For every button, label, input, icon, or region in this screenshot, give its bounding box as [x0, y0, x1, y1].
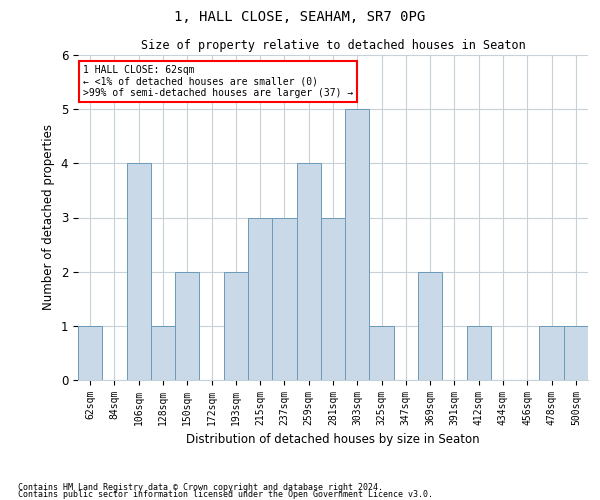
Bar	[224, 272, 248, 380]
Text: 1, HALL CLOSE, SEAHAM, SR7 0PG: 1, HALL CLOSE, SEAHAM, SR7 0PG	[175, 10, 425, 24]
Bar	[127, 164, 151, 380]
X-axis label: Distribution of detached houses by size in Seaton: Distribution of detached houses by size …	[186, 434, 480, 446]
Bar	[321, 218, 345, 380]
Title: Size of property relative to detached houses in Seaton: Size of property relative to detached ho…	[140, 40, 526, 52]
Bar	[175, 272, 199, 380]
Bar	[248, 218, 272, 380]
Bar	[151, 326, 175, 380]
Bar	[418, 272, 442, 380]
Text: Contains HM Land Registry data © Crown copyright and database right 2024.: Contains HM Land Registry data © Crown c…	[18, 484, 383, 492]
Bar	[78, 326, 102, 380]
Bar	[296, 164, 321, 380]
Text: Contains public sector information licensed under the Open Government Licence v3: Contains public sector information licen…	[18, 490, 433, 499]
Bar	[370, 326, 394, 380]
Y-axis label: Number of detached properties: Number of detached properties	[42, 124, 55, 310]
Bar	[539, 326, 564, 380]
Bar	[467, 326, 491, 380]
Bar	[272, 218, 296, 380]
Text: 1 HALL CLOSE: 62sqm
← <1% of detached houses are smaller (0)
>99% of semi-detach: 1 HALL CLOSE: 62sqm ← <1% of detached ho…	[83, 64, 353, 98]
Bar	[564, 326, 588, 380]
Bar	[345, 109, 370, 380]
